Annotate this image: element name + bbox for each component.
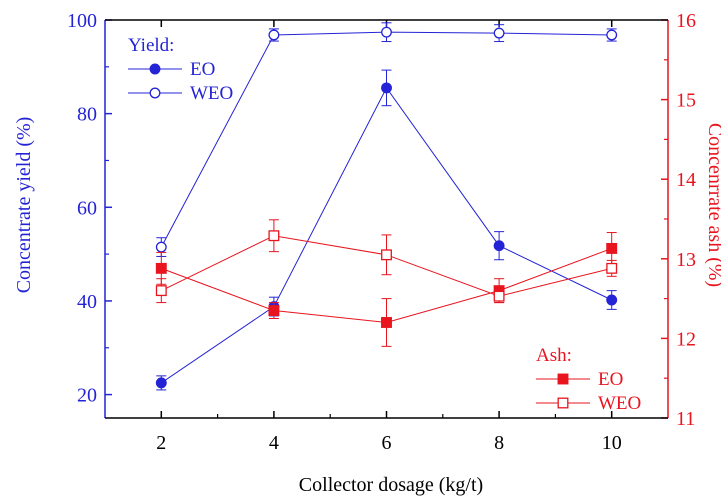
legend-title-yield: Yield: xyxy=(128,35,174,56)
right-tick-label: 13 xyxy=(676,249,696,271)
x-tick-label: 6 xyxy=(382,432,392,454)
legend-marker xyxy=(557,397,569,409)
legend-ash: Ash: EO WEO xyxy=(536,345,641,414)
data-point-ash-eo xyxy=(606,243,618,254)
data-point-yield-weo xyxy=(381,26,392,38)
right-y-axis-label: Concenrrate ash (%) xyxy=(704,123,721,287)
series-layer xyxy=(155,22,618,391)
x-tick-label: 2 xyxy=(156,432,166,454)
data-point-yield-weo xyxy=(155,241,167,253)
left-tick-label: 20 xyxy=(77,385,97,407)
left-y-axis-label: Concentrate yield (%) xyxy=(13,117,35,294)
left-y-axis: 20 40 60 80 100 xyxy=(67,10,112,418)
data-point-ash-weo xyxy=(606,262,618,274)
series-ash-weo xyxy=(155,219,618,304)
data-point-ash-eo xyxy=(381,317,392,328)
left-tick-label: 60 xyxy=(77,197,97,219)
legend-marker xyxy=(149,87,161,99)
left-tick-label: 80 xyxy=(77,104,97,126)
data-point-yield-eo xyxy=(606,294,618,306)
data-point-yield-weo xyxy=(493,27,505,39)
x-axis: 2 4 6 8 10 xyxy=(105,19,668,454)
series-line-yield-weo xyxy=(160,31,612,248)
x-tick-label: 10 xyxy=(602,432,622,454)
legend-title-ash: Ash: xyxy=(536,345,572,366)
data-point-yield-weo xyxy=(606,29,618,41)
x-tick-label: 8 xyxy=(494,432,504,454)
right-tick-label: 15 xyxy=(676,90,696,112)
data-point-ash-weo xyxy=(155,285,167,297)
data-point-yield-weo xyxy=(268,29,280,41)
right-tick-label: 12 xyxy=(676,328,696,350)
right-tick-label: 16 xyxy=(676,10,696,32)
data-point-ash-eo xyxy=(155,262,167,274)
data-point-ash-weo xyxy=(493,290,505,302)
x-tick-label: 4 xyxy=(269,432,279,454)
right-tick-label: 11 xyxy=(676,408,695,430)
legend-layer: Yield: EO WEO Ash: EO WEO xyxy=(128,35,641,414)
legend-yield: Yield: EO WEO xyxy=(128,35,233,104)
legend-entry-label: EO xyxy=(598,369,623,390)
right-y-axis: 11 12 13 14 15 16 xyxy=(661,10,696,430)
right-tick-label: 14 xyxy=(676,169,696,191)
data-point-ash-weo xyxy=(268,230,280,242)
x-axis-label: Collector dosage (kg/t) xyxy=(299,474,483,496)
legend-entry-label: EO xyxy=(190,59,215,80)
data-point-yield-eo xyxy=(155,377,167,389)
left-tick-label: 40 xyxy=(77,291,97,313)
data-point-ash-weo xyxy=(381,249,392,261)
series-yield-weo xyxy=(155,22,618,257)
data-point-yield-eo xyxy=(493,240,505,252)
data-point-yield-eo xyxy=(381,82,392,94)
legend-marker xyxy=(557,373,569,385)
legend-marker xyxy=(149,63,161,75)
left-tick-label: 100 xyxy=(67,10,97,32)
data-point-ash-eo xyxy=(268,305,280,316)
legend-entry-label: WEO xyxy=(598,393,641,414)
legend-entry-label: WEO xyxy=(190,83,233,104)
